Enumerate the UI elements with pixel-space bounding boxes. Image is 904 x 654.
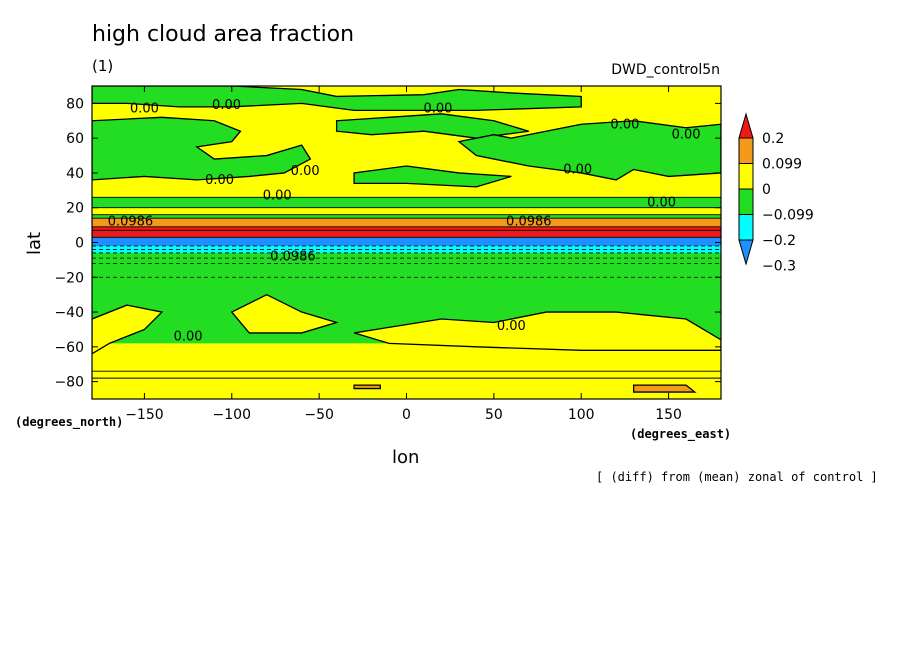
x-tick-label: −50 (304, 407, 334, 423)
colorbar: 0.2 0.099 0 −0.099 −0.2 −0.3 (738, 112, 814, 275)
field-yellow-south-america (230, 293, 339, 334)
contour-label: 0.00 (291, 164, 320, 179)
axis-ticks: −150 −100 −50 0 50 100 150 −80 −60 −40 −20 0 20 40 60 8… (54, 86, 721, 423)
colorbar-segment (738, 137, 754, 164)
y-tick-label: −40 (54, 305, 84, 321)
y-tick-label: 60 (66, 131, 84, 147)
contour-label: 0.00 (610, 117, 639, 132)
y-tick-label: 20 (66, 201, 84, 217)
y-tick-label: 40 (66, 166, 84, 182)
colorbar-label: −0.2 (762, 233, 796, 249)
field-yellow-south-pacific (92, 304, 164, 355)
field-cyan-band (92, 245, 721, 253)
colorbar-segment (738, 214, 754, 241)
contour-label: 0.00 (212, 98, 241, 113)
contour-label: 0.0986 (108, 215, 154, 230)
field-orange-antarctic (632, 384, 697, 393)
field-green-north-america (92, 116, 312, 181)
x-tick-label: 100 (568, 407, 595, 423)
y-tick-label: −60 (54, 340, 84, 356)
contour-label: 0.00 (130, 102, 159, 117)
footnote: [ (diff) from (mean) zonal of control ] (596, 470, 878, 484)
field-blue-band (92, 237, 721, 246)
y-axis-unit: (degrees_north) (15, 415, 124, 429)
contour-label: 0.0986 (506, 215, 552, 230)
x-axis-unit: (degrees_east) (630, 427, 732, 441)
field-red-band (92, 226, 721, 238)
contour-label: 0.00 (497, 319, 526, 334)
colorbar-label: −0.3 (762, 259, 796, 275)
y-tick-label: 0 (75, 236, 84, 252)
colorbar-segment (738, 163, 754, 190)
contour-label: 0.0986 (270, 249, 316, 264)
colorbar-label: 0.2 (762, 131, 784, 147)
x-tick-label: 0 (402, 407, 411, 423)
colorbar-label: 0.099 (762, 157, 802, 173)
contour-label: 0.00 (563, 162, 592, 177)
field-green-arctic (92, 86, 582, 111)
contour-label: 0.00 (647, 196, 676, 211)
contour-label: 0.00 (174, 329, 203, 344)
colorbar-under-arrow (738, 239, 754, 266)
contour-labels: 0.00 0.00 0.00 0.00 0.00 0.00 0.00 0.00 0.00 0.00… (108, 98, 701, 344)
contour-label: 0.00 (205, 173, 234, 188)
x-axis-label: lon (392, 447, 420, 468)
field-orange-antarctic-small (353, 384, 381, 390)
chart-title: high cloud area fraction (92, 22, 355, 47)
contour-label: 0.00 (672, 128, 701, 143)
x-tick-label: −100 (213, 407, 251, 423)
field-yellow-southern-ocean (353, 311, 721, 351)
contour-label: 0.00 (263, 189, 292, 204)
contour-label: 0.00 (423, 102, 452, 117)
colorbar-label: 0 (762, 182, 771, 198)
y-axis-label: lat (24, 231, 45, 255)
x-tick-label: 150 (655, 407, 682, 423)
x-tick-label: −150 (125, 407, 163, 423)
colorbar-over-arrow (738, 112, 754, 139)
field-yellow-band (92, 207, 721, 215)
y-tick-label: −20 (54, 270, 84, 286)
run-name: DWD_control5n (611, 62, 720, 78)
field-green-north-atlantic (335, 113, 529, 139)
chart-subtitle: (1) (92, 57, 114, 75)
field-green-asia (457, 120, 721, 181)
x-tick-label: 50 (485, 407, 503, 423)
colorbar-label: −0.099 (762, 208, 814, 224)
field-green-mid-atlantic (353, 165, 512, 188)
colorbar-segment (738, 188, 754, 215)
heatmap-field (92, 86, 721, 399)
y-tick-label: 80 (66, 96, 84, 112)
y-tick-label: −80 (54, 375, 84, 391)
